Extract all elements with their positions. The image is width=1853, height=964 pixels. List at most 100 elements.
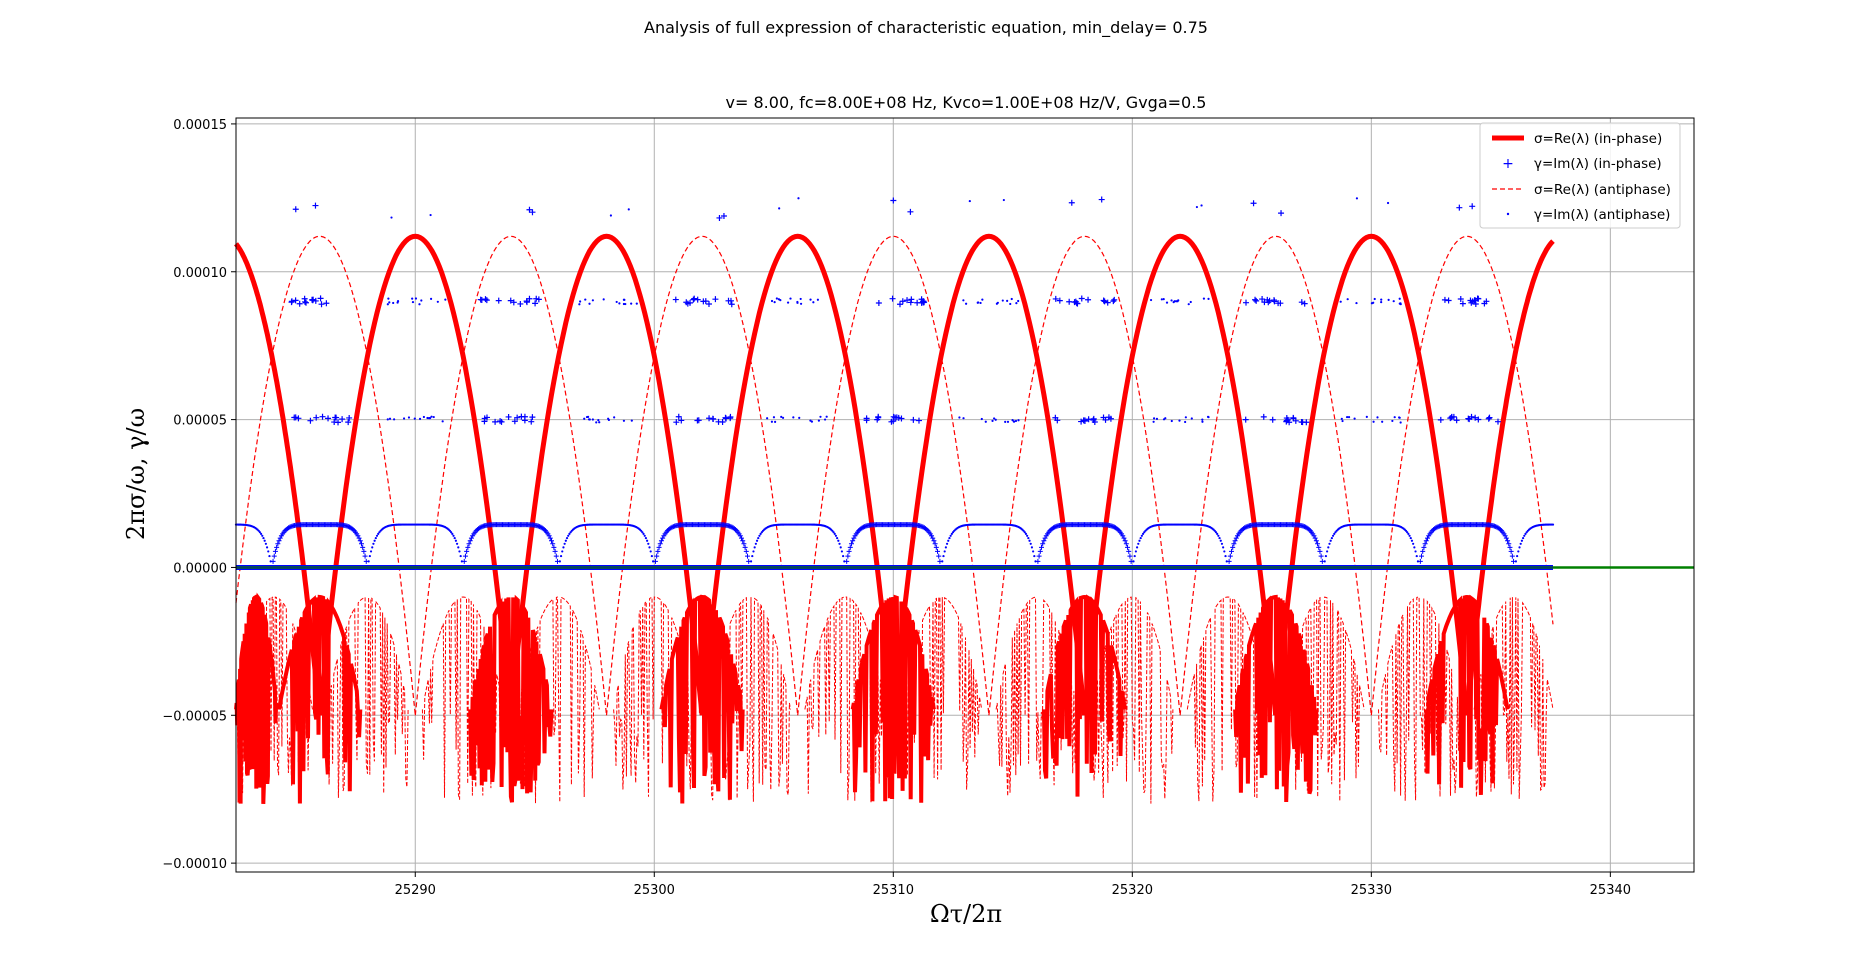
antiphase-gamma-marker bbox=[777, 298, 780, 301]
in-phase-gamma-marker bbox=[844, 558, 850, 564]
in-phase-gamma-marker bbox=[1259, 296, 1266, 303]
in-phase-gamma-marker bbox=[907, 299, 914, 306]
antiphase-gamma-marker bbox=[454, 539, 457, 542]
antiphase-gamma-marker bbox=[1414, 550, 1417, 553]
antiphase-gamma-marker bbox=[558, 560, 561, 563]
in-phase-gamma-marker bbox=[847, 544, 853, 550]
antiphase-gamma-marker bbox=[1184, 420, 1187, 424]
in-phase-gamma-marker bbox=[741, 541, 747, 547]
in-phase-gamma-marker bbox=[1509, 553, 1515, 559]
y-ticks: −0.00010 −0.00005 0.00000 0.00005 0.00010 0.0… bbox=[162, 118, 236, 872]
antiphase-gamma-marker bbox=[413, 417, 416, 420]
in-phase-gamma-marker bbox=[657, 541, 663, 547]
antiphase-gamma-marker bbox=[598, 421, 601, 424]
in-phase-gamma-marker bbox=[518, 413, 525, 420]
in-phase-gamma-marker bbox=[309, 297, 316, 304]
in-phase-gamma-marker bbox=[1485, 415, 1492, 422]
in-phase-gamma-marker bbox=[523, 298, 530, 305]
in-phase-gamma-marker bbox=[461, 558, 467, 564]
in-phase-gamma-marker bbox=[728, 301, 735, 308]
antiphase-gamma-marker bbox=[373, 539, 376, 542]
in-phase-gamma-marker bbox=[1481, 300, 1488, 307]
antiphase-gamma-marker bbox=[368, 554, 371, 558]
in-phase-gamma-marker bbox=[277, 535, 283, 541]
in-phase-gamma-marker bbox=[931, 538, 937, 544]
antiphase-gamma-marker bbox=[563, 542, 566, 545]
in-phase-gamma-marker bbox=[848, 541, 854, 547]
antiphase-gamma-marker bbox=[1218, 536, 1221, 540]
in-phase-gamma-marker bbox=[307, 417, 314, 424]
antiphase-gamma-marker bbox=[758, 534, 761, 537]
antiphase-gamma-marker bbox=[1028, 539, 1031, 542]
antiphase-gamma-marker bbox=[994, 418, 997, 421]
in-phase-gamma-marker bbox=[740, 538, 746, 544]
in-phase-gamma-marker bbox=[863, 417, 870, 424]
in-phase-gamma-marker bbox=[1266, 297, 1273, 304]
antiphase-gamma-marker bbox=[766, 417, 769, 420]
in-phase-gamma-marker bbox=[483, 414, 490, 421]
antiphase-gamma-marker bbox=[265, 546, 269, 549]
antiphase-gamma-marker bbox=[1324, 554, 1328, 558]
antiphase-gamma-marker bbox=[259, 532, 263, 535]
antiphase-gamma-marker bbox=[426, 416, 429, 420]
antiphase-gamma-marker bbox=[1160, 298, 1163, 301]
antiphase-gamma-marker bbox=[751, 554, 754, 558]
antiphase-gamma-marker bbox=[1370, 302, 1374, 305]
antiphase-gamma-marker bbox=[388, 417, 392, 420]
antiphase-gamma-marker bbox=[1017, 299, 1020, 303]
x-axis-label: Ωτ/2π bbox=[930, 900, 1002, 928]
antiphase-gamma-marker bbox=[422, 415, 426, 419]
in-phase-gamma-marker bbox=[1232, 538, 1238, 544]
in-phase-gamma-marker bbox=[716, 214, 723, 221]
antiphase-gamma-marker bbox=[1184, 416, 1187, 419]
in-phase-gamma-marker bbox=[930, 535, 936, 541]
in-phase-gamma-marker bbox=[687, 299, 694, 306]
antiphase-gamma-marker bbox=[430, 415, 433, 418]
in-phase-gamma-marker bbox=[1261, 299, 1268, 306]
antiphase-gamma-marker bbox=[962, 417, 965, 420]
antiphase-gamma-marker bbox=[453, 536, 456, 540]
in-phase-gamma-marker bbox=[715, 418, 722, 425]
antiphase-sigma-arch bbox=[1179, 235, 1372, 716]
in-phase-gamma-marker bbox=[492, 418, 499, 425]
in-phase-gamma-marker bbox=[1475, 295, 1482, 302]
antiphase-gamma-marker bbox=[622, 419, 626, 422]
in-phase-gamma-marker bbox=[1472, 297, 1479, 304]
in-phase-gamma-marker bbox=[690, 296, 697, 303]
antiphase-gamma-marker bbox=[1407, 532, 1410, 535]
in-phase-gamma-marker bbox=[272, 548, 278, 554]
antiphase-gamma-marker bbox=[1004, 420, 1007, 423]
antiphase-gamma-marker bbox=[1176, 300, 1179, 303]
in-phase-gamma-marker bbox=[1507, 544, 1513, 550]
antiphase-gamma-marker bbox=[1026, 534, 1029, 537]
legend: σ=Re(λ) (in-phase) + γ=Im(λ) (in-phase) … bbox=[1479, 122, 1681, 229]
x-tick-label: 25310 bbox=[873, 883, 914, 898]
in-phase-gamma-marker bbox=[526, 206, 533, 213]
antiphase-gamma-marker bbox=[1326, 550, 1329, 553]
in-phase-gamma-marker bbox=[1101, 298, 1108, 305]
antiphase-gamma-marker bbox=[1140, 534, 1143, 537]
y-tick-label: 0.00005 bbox=[173, 414, 227, 429]
in-phase-gamma-marker bbox=[1423, 538, 1429, 544]
in-phase-gamma-marker bbox=[1437, 416, 1444, 423]
legend-label-antiphase-sigma: σ=Re(λ) (antiphase) bbox=[1534, 182, 1671, 198]
in-phase-gamma-marker bbox=[553, 553, 559, 559]
antiphase-gamma-marker bbox=[838, 542, 841, 545]
in-phase-gamma-marker bbox=[678, 417, 685, 424]
antiphase-gamma-marker bbox=[949, 534, 952, 537]
antiphase-sigma-negative bbox=[1186, 596, 1270, 802]
in-phase-gamma-marker bbox=[511, 418, 518, 425]
in-phase-gamma-marker bbox=[920, 298, 927, 305]
in-phase-gamma-marker bbox=[301, 295, 308, 302]
antiphase-gamma-marker bbox=[1372, 420, 1375, 423]
in-phase-gamma-marker bbox=[292, 206, 299, 213]
antiphase-gamma-marker bbox=[759, 532, 762, 535]
antiphase-gamma-marker bbox=[564, 539, 567, 542]
in-phase-gamma-marker bbox=[1126, 548, 1132, 554]
antiphase-sigma-arch bbox=[235, 235, 416, 716]
in-phase-gamma-marker bbox=[1475, 416, 1482, 423]
antiphase-gamma-marker bbox=[945, 542, 949, 545]
antiphase-gamma-marker bbox=[371, 546, 374, 549]
antiphase-gamma-marker bbox=[819, 415, 822, 418]
in-phase-gamma-marker bbox=[295, 415, 302, 422]
